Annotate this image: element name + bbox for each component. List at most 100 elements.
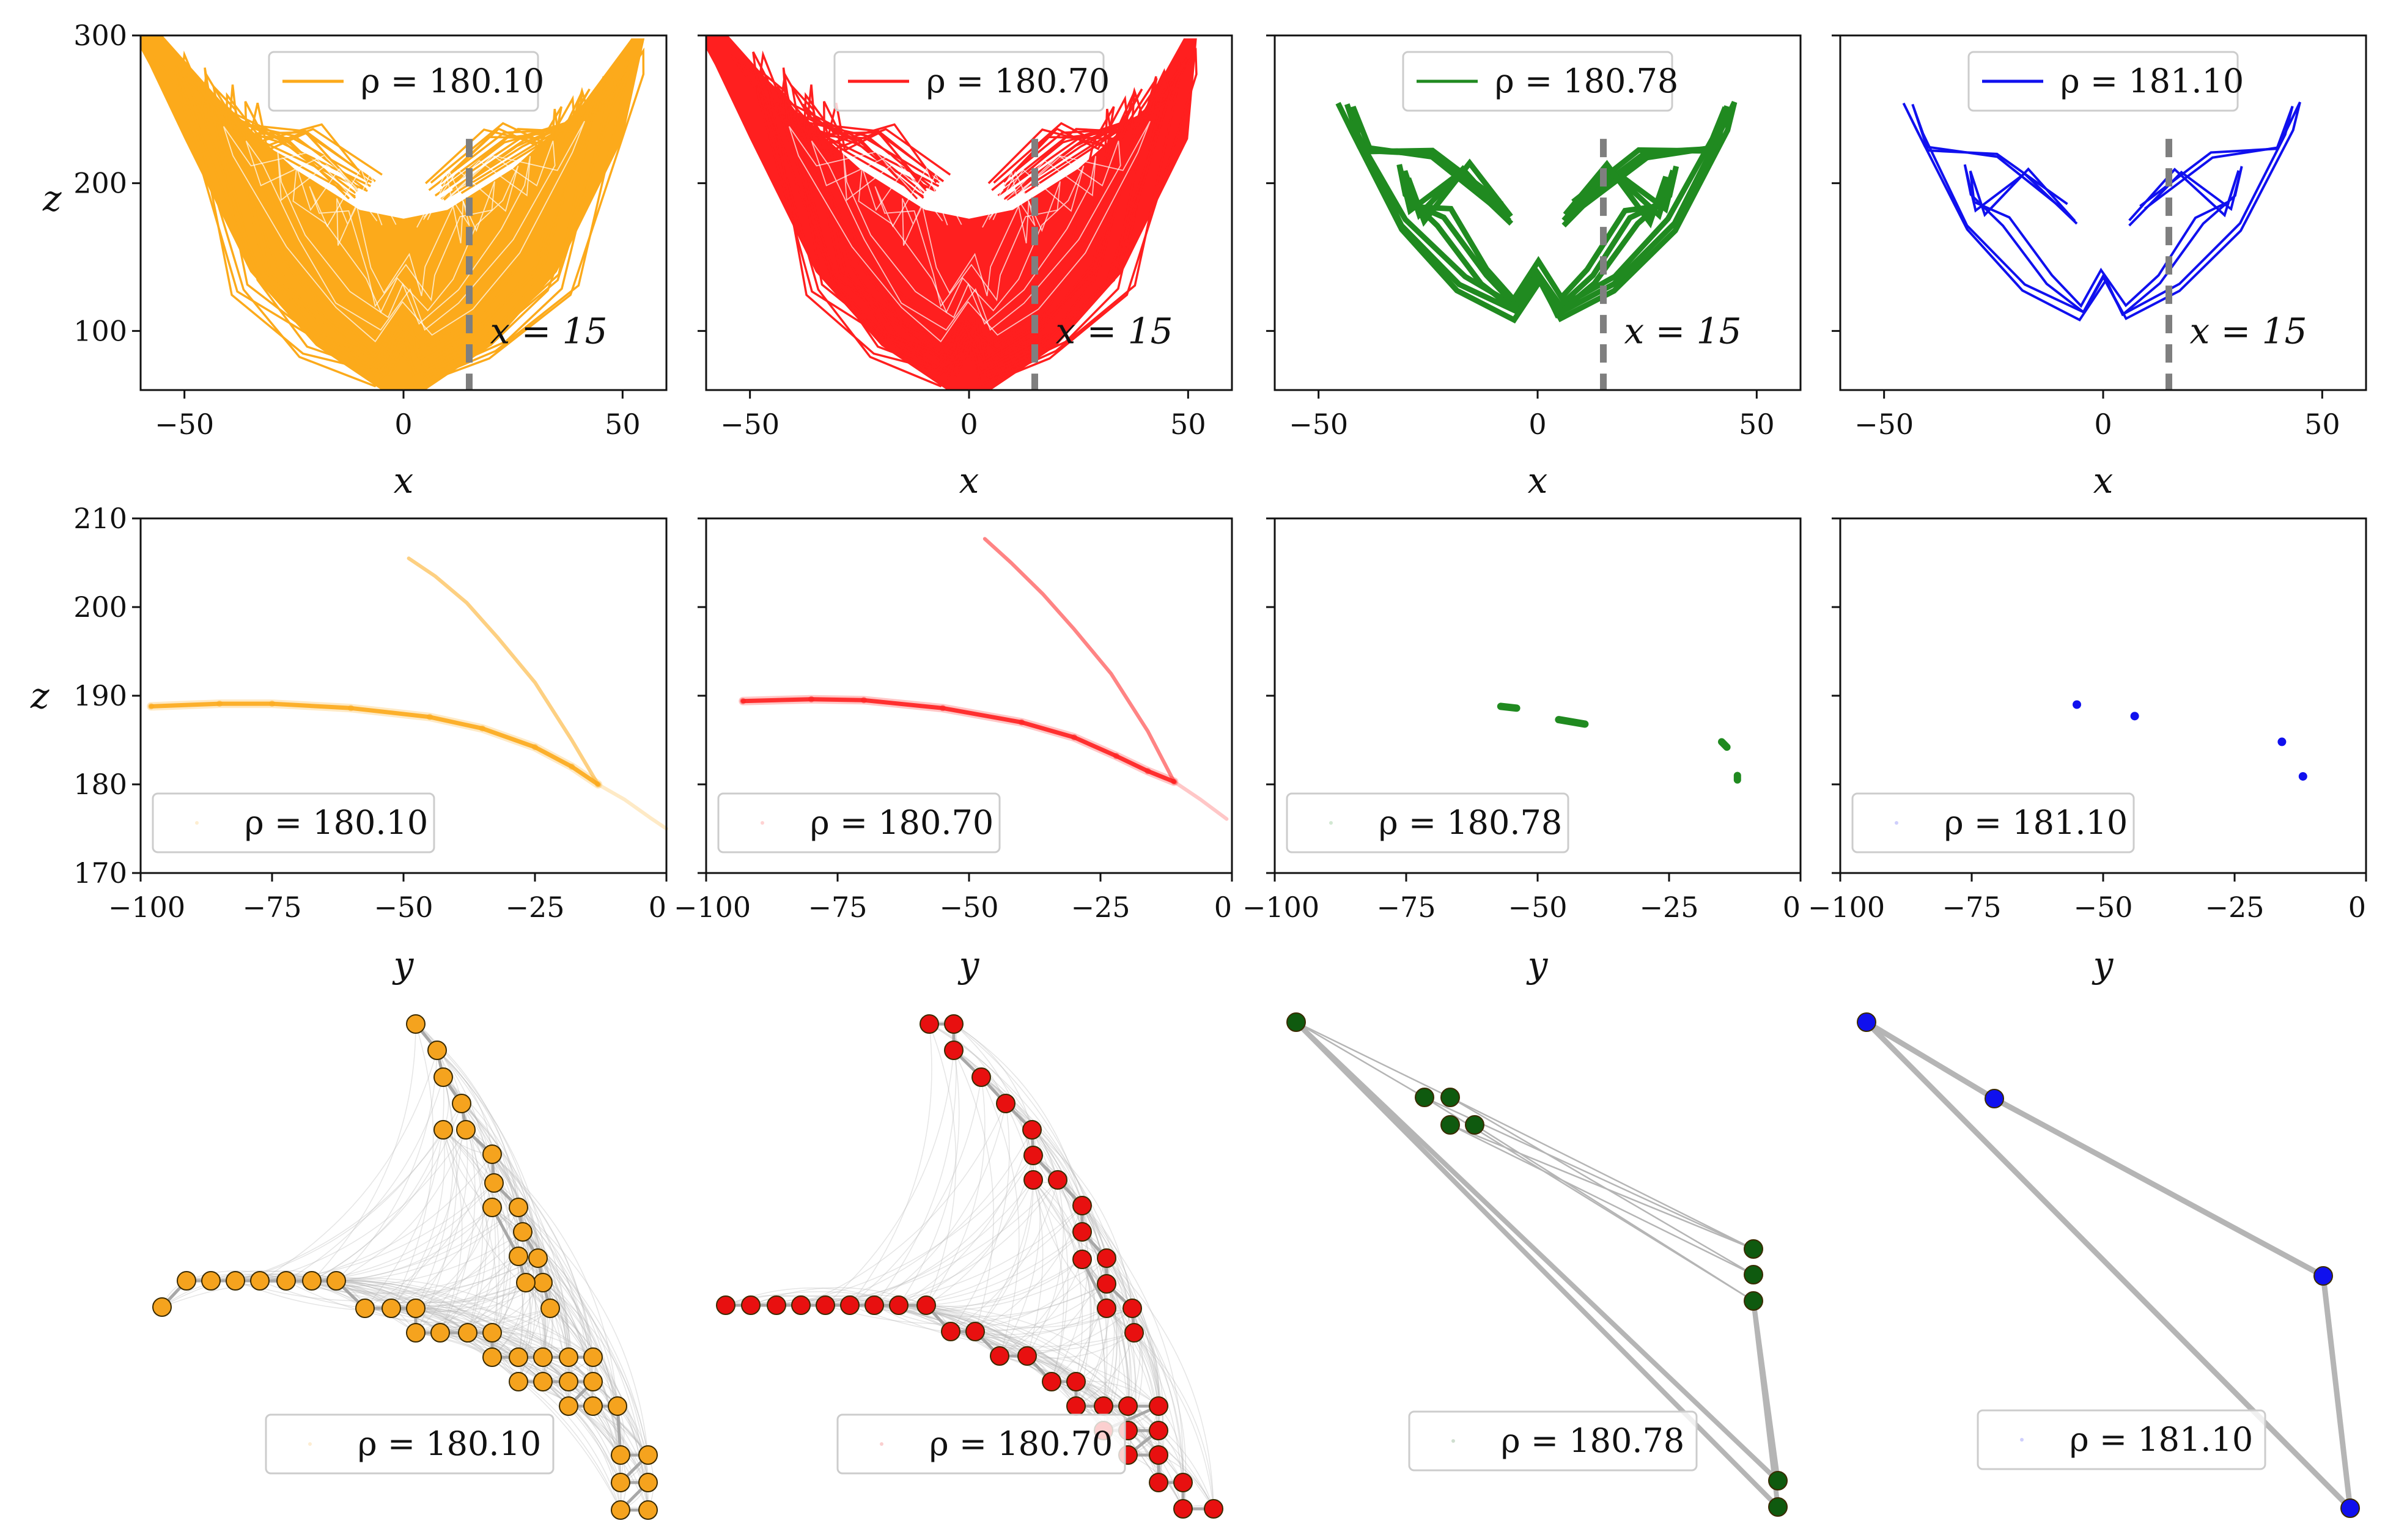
- network-edge: [926, 1305, 1028, 1357]
- section-label: x = 15: [1624, 310, 1742, 352]
- network-edge: [953, 1023, 1083, 1206]
- section-point: [1071, 734, 1077, 741]
- network-edge: [1075, 1308, 1108, 1407]
- orbit-line: [212, 83, 590, 364]
- xz-panel-2: x = 15 −50 0 50 x ρ = 180.70: [698, 34, 1233, 501]
- network-node: [716, 1295, 735, 1315]
- network-edge: [874, 1258, 1107, 1311]
- network-node: [427, 1041, 447, 1060]
- xz-panel-4: x = 15 −50 0 50 x ρ = 181.10: [1832, 34, 2367, 501]
- network-edge: [415, 1308, 621, 1483]
- network-edge: [440, 1332, 621, 1511]
- network-edge: [874, 1179, 1058, 1306]
- section-point: [740, 698, 746, 704]
- network-edge: [1127, 1430, 1214, 1509]
- network-node: [583, 1396, 603, 1416]
- x-tick-label: −75: [1376, 891, 1436, 924]
- network-panel-1: ρ = 180.10: [152, 1014, 658, 1520]
- section-panel-2: −100 −75 −50 −25 0 y ρ = 180.70: [674, 517, 1233, 986]
- network-edge: [776, 1155, 1034, 1306]
- network-node: [941, 1322, 960, 1341]
- network-edge: [849, 1023, 932, 1306]
- network-edge: [2320, 1275, 2353, 1509]
- network-panel-2-legend-label: ρ = 180.70: [929, 1424, 1113, 1463]
- network-node: [406, 1323, 426, 1343]
- network-edge: [336, 1207, 519, 1281]
- orbit-line: [223, 95, 576, 356]
- network-node: [559, 1347, 578, 1367]
- x-tick-label: −50: [1508, 891, 1567, 924]
- network-panel-1-legend-box: [265, 1413, 555, 1475]
- section-point: [427, 713, 433, 720]
- network-edge: [415, 1207, 493, 1309]
- network-node: [302, 1271, 322, 1291]
- network-edge: [415, 1332, 621, 1456]
- network-edge: [1033, 1179, 1107, 1431]
- network-node: [226, 1271, 245, 1291]
- section-panel-1: −100 −75 −50 −25 0 170 180 190 200 210 y z ρ = 180.1…: [30, 502, 668, 986]
- network-node: [638, 1500, 658, 1520]
- network-node: [583, 1372, 603, 1391]
- section-point: [569, 764, 575, 770]
- network-edge: [953, 1023, 1033, 1130]
- network-node: [482, 1198, 502, 1217]
- network-edge: [336, 1280, 544, 1303]
- network-node: [430, 1323, 450, 1343]
- network-edge: [1103, 1283, 1118, 1407]
- network-edge: [437, 1050, 551, 1309]
- network-edge: [1031, 1129, 1069, 1382]
- network-node: [559, 1396, 578, 1416]
- section-panel-3-legend-label: ρ = 180.78: [1379, 803, 1562, 842]
- network-edge: [259, 1050, 438, 1281]
- network-edge: [1992, 1096, 2325, 1278]
- section-panel-2-legend-box: [717, 792, 1001, 853]
- network-edge: [1005, 1103, 1044, 1357]
- network-node: [1440, 1115, 1460, 1135]
- network-edge: [568, 1406, 621, 1511]
- network-edge: [467, 1207, 496, 1333]
- xz-panel-4-legend-box: [1967, 51, 2239, 112]
- network-edge: [1027, 1258, 1107, 1357]
- network-edge: [542, 1282, 570, 1382]
- network-edge: [492, 1207, 594, 1358]
- network-node: [1149, 1473, 1168, 1492]
- x-tick-label: −50: [1854, 408, 1914, 441]
- section-point: [2073, 700, 2081, 709]
- x-tick-label: −75: [1942, 891, 2001, 924]
- section-branch: [407, 556, 600, 786]
- network-edge: [1075, 1381, 1159, 1431]
- network-node: [1744, 1239, 1763, 1259]
- section-point: [1113, 753, 1119, 759]
- x-tick-label: −25: [1071, 891, 1130, 924]
- network-edge: [210, 1270, 312, 1281]
- orbit-outer: [1911, 103, 2294, 317]
- network-node: [1149, 1421, 1168, 1440]
- network-node: [944, 1041, 964, 1060]
- network-edge: [975, 1331, 1077, 1382]
- network-edge: [725, 1294, 826, 1306]
- network-node: [1097, 1299, 1116, 1318]
- section-point: [861, 697, 867, 704]
- y-tick-label: 200: [73, 591, 127, 624]
- network-edge: [440, 1282, 526, 1333]
- x-tick-label: −100: [1242, 891, 1319, 924]
- network-node: [433, 1067, 453, 1087]
- network-edge: [492, 1154, 618, 1407]
- network-edge: [1127, 1406, 1214, 1509]
- network-edge: [542, 1381, 649, 1456]
- network-edge: [929, 1023, 1107, 1259]
- section-point: [269, 701, 275, 707]
- x-axis-label: y: [392, 944, 415, 986]
- network-node: [1124, 1323, 1144, 1343]
- network-node: [1072, 1196, 1092, 1215]
- network-edge: [1075, 1380, 1159, 1407]
- network-edge: [1082, 1259, 1129, 1407]
- network-node: [864, 1295, 884, 1315]
- orbit-outer: [1902, 101, 2301, 322]
- network-node: [816, 1295, 835, 1315]
- network-edge: [825, 1129, 1033, 1306]
- orbit-inner: [1963, 164, 2243, 317]
- x-tick-label: −50: [720, 408, 780, 441]
- x-axis-label: y: [2092, 944, 2114, 986]
- network-panel-3: ρ = 180.78: [1286, 1012, 1788, 1517]
